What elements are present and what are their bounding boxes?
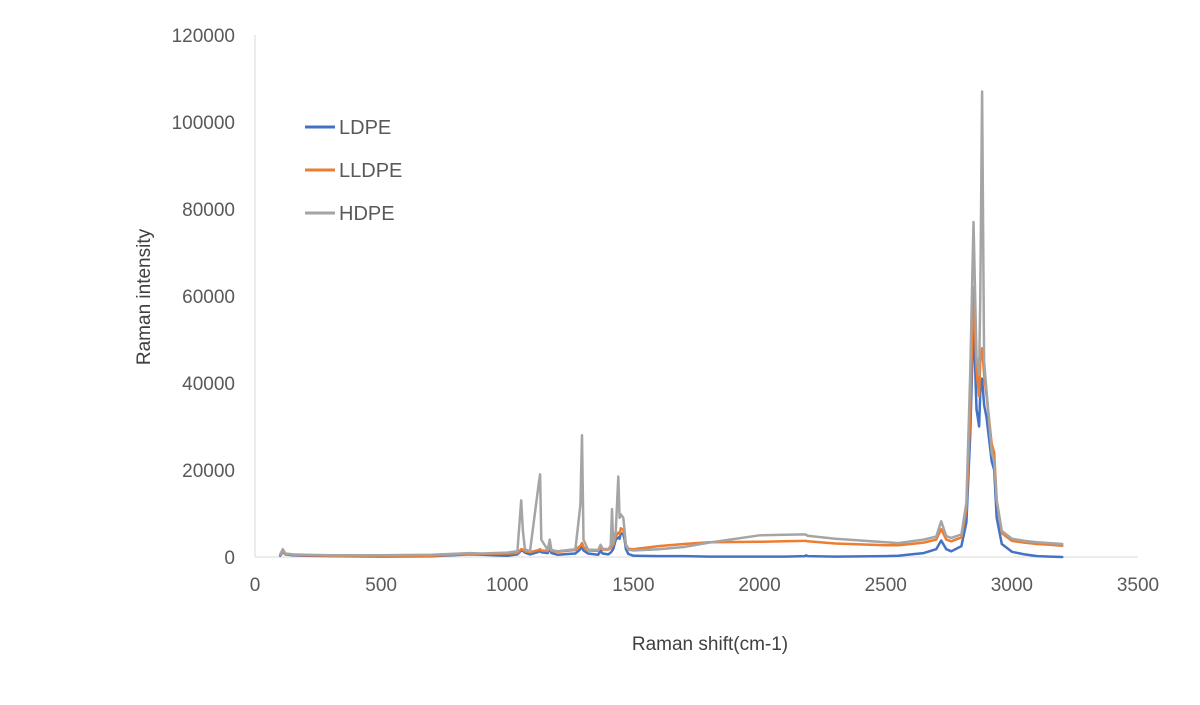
x-tick-label: 2000 — [738, 575, 780, 596]
y-tick-label: 80000 — [182, 200, 235, 221]
x-tick-label: 3000 — [991, 575, 1033, 596]
y-tick-label: 40000 — [182, 374, 235, 395]
y-tick-label: 60000 — [182, 287, 235, 308]
y-tick-label: 100000 — [172, 113, 235, 134]
y-axis-title: Raman intensity — [134, 228, 155, 365]
legend-label-ldpe: LDPE — [339, 117, 391, 139]
x-axis-ticks: 0 500 1000 1500 2000 2500 3000 3500 — [250, 575, 1159, 596]
x-tick-label: 500 — [365, 575, 397, 596]
x-tick-label: 1000 — [486, 575, 528, 596]
legend: LDPE LLDPE HDPE — [305, 117, 402, 225]
y-axis-ticks: 0 20000 40000 60000 80000 100000 120000 — [172, 26, 235, 569]
series-layer — [278, 90, 1064, 559]
x-tick-label: 0 — [250, 575, 261, 596]
series-line-ldpe — [278, 316, 1064, 559]
x-axis-title: Raman shift(cm-1) — [632, 634, 788, 655]
x-tick-label: 3500 — [1117, 575, 1159, 596]
series-line-lldpe — [278, 286, 1064, 558]
x-tick-label: 2500 — [865, 575, 907, 596]
y-tick-label: 20000 — [182, 461, 235, 482]
x-tick-label: 1500 — [612, 575, 654, 596]
y-tick-label: 0 — [224, 548, 235, 569]
series-line-hdpe — [278, 90, 1064, 557]
legend-label-lldpe: LLDPE — [339, 160, 402, 182]
legend-label-hdpe: HDPE — [339, 203, 395, 225]
y-tick-label: 120000 — [172, 26, 235, 47]
